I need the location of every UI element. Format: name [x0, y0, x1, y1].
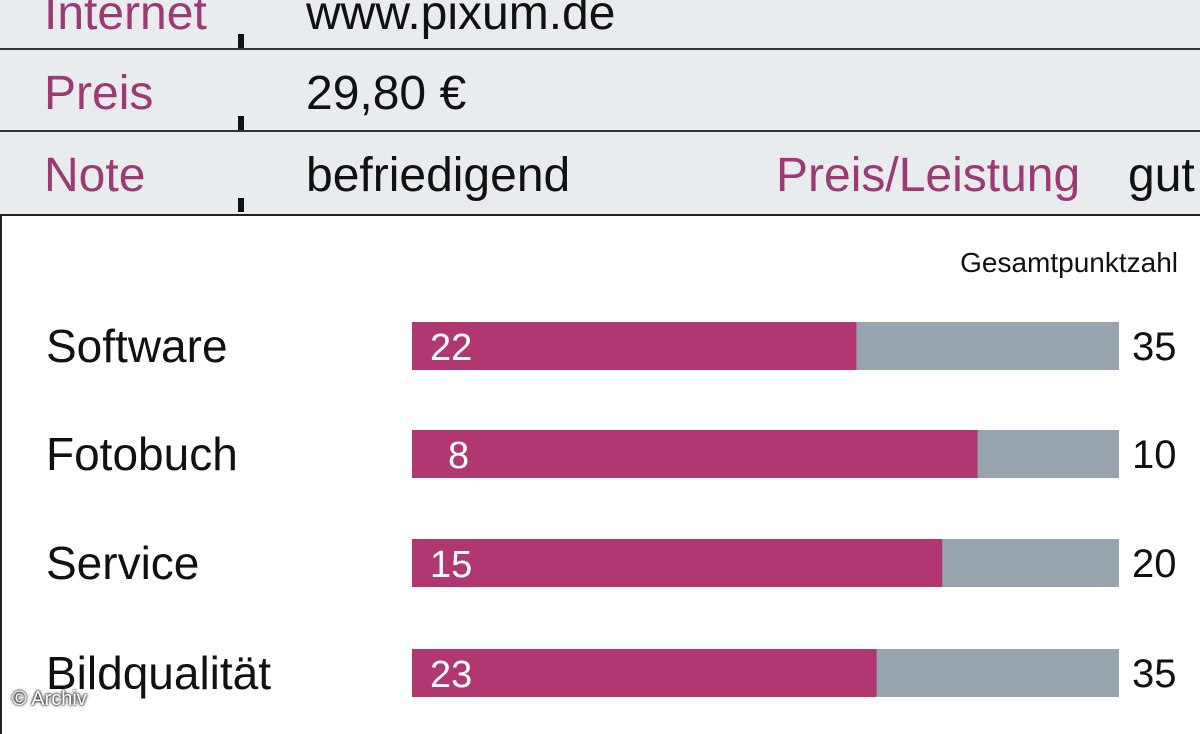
bar-value: [412, 649, 877, 697]
max-value-label: 35: [1132, 325, 1177, 369]
category-label: Fotobuch: [46, 428, 238, 480]
bar-value-label: 15: [430, 544, 472, 586]
category-label: Service: [46, 537, 199, 589]
max-value-label: 10: [1132, 433, 1177, 477]
bar-value: [412, 322, 857, 370]
internet-value: www.pixum.de: [306, 0, 616, 40]
preis-leistung-value: gut: [1128, 149, 1195, 202]
internet-label: Internet: [44, 0, 207, 40]
preis-label: Preis: [44, 67, 154, 120]
bar-value: [412, 430, 978, 478]
category-label: Bildqualität: [46, 647, 271, 699]
score-chart-panel: Gesamtpunktzahl Software 22 35 Fotobuch 8 10 Se…: [0, 214, 1200, 734]
chart-header-label: Gesamtpunktzahl: [960, 247, 1178, 278]
note-label: Note: [44, 149, 146, 202]
column-tick: [238, 198, 244, 212]
preis-value: 29,80 €: [306, 67, 467, 120]
column-tick: [238, 116, 244, 130]
info-row-preis: Preis 29,80 €: [0, 54, 1200, 134]
bar-value-label: 22: [430, 327, 472, 369]
info-row-internet: Internet www.pixum.de: [0, 0, 1200, 54]
bar-value-label: 23: [430, 654, 472, 696]
preis-leistung-label: Preis/Leistung: [776, 149, 1081, 202]
info-table: Internet www.pixum.de Preis 29,80 € Note…: [0, 0, 1200, 216]
score-chart: Gesamtpunktzahl Software 22 35 Fotobuch 8 10 Se…: [46, 247, 1178, 699]
max-value-label: 20: [1132, 542, 1177, 586]
info-row-note: Note befriedigend Preis/Leistung gut: [0, 136, 1200, 216]
max-value-label: 35: [1132, 652, 1177, 696]
row-divider: [0, 48, 1200, 50]
bar-value-label: 8: [448, 435, 469, 477]
category-label: Software: [46, 320, 228, 372]
row-divider: [0, 130, 1200, 132]
bar-value: [412, 539, 943, 587]
credit-label: © Archiv: [12, 688, 87, 710]
note-value: befriedigend: [306, 149, 571, 202]
column-tick: [238, 34, 244, 48]
